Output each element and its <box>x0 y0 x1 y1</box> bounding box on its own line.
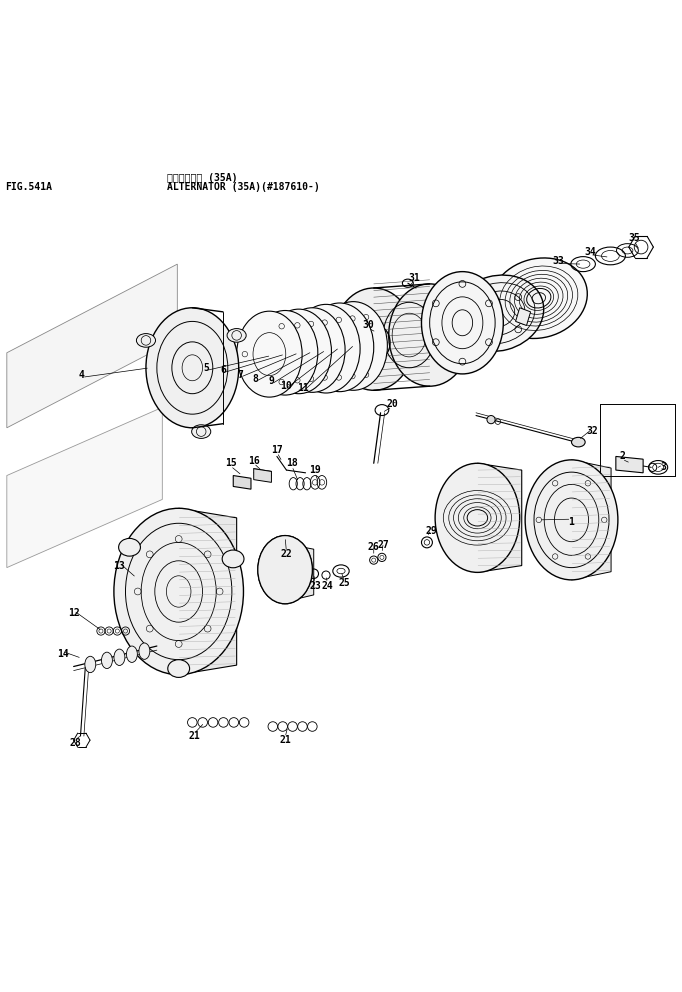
Polygon shape <box>233 475 251 489</box>
Text: 33: 33 <box>552 256 564 266</box>
Ellipse shape <box>114 508 243 675</box>
Polygon shape <box>254 469 271 482</box>
Ellipse shape <box>435 463 520 572</box>
Text: オルタネータ (35A): オルタネータ (35A) <box>167 174 237 184</box>
Text: ALTERNATOR (35A)(#187610-): ALTERNATOR (35A)(#187610-) <box>167 183 320 192</box>
Text: 27: 27 <box>377 540 389 551</box>
Ellipse shape <box>266 310 331 394</box>
Text: 25: 25 <box>338 578 351 588</box>
Ellipse shape <box>280 308 345 393</box>
Text: 3: 3 <box>660 462 666 472</box>
Text: 30: 30 <box>362 320 374 330</box>
Text: 23: 23 <box>309 581 321 591</box>
Polygon shape <box>516 308 531 325</box>
Text: 9: 9 <box>269 376 274 387</box>
Text: 7: 7 <box>237 370 243 380</box>
Ellipse shape <box>139 643 150 660</box>
Text: FIG.541A: FIG.541A <box>5 183 53 192</box>
Ellipse shape <box>333 288 415 390</box>
Text: 32: 32 <box>586 427 598 436</box>
Text: 26: 26 <box>368 543 380 553</box>
Text: 35: 35 <box>628 233 640 243</box>
Text: 16: 16 <box>248 455 260 465</box>
Polygon shape <box>572 460 611 580</box>
Text: 17: 17 <box>271 444 283 454</box>
Text: 29: 29 <box>425 527 437 537</box>
Text: 22: 22 <box>280 549 293 558</box>
Ellipse shape <box>572 437 585 447</box>
Text: 4: 4 <box>79 370 85 380</box>
Text: 14: 14 <box>57 649 69 660</box>
Ellipse shape <box>168 660 190 678</box>
Ellipse shape <box>146 308 239 428</box>
Ellipse shape <box>85 657 95 673</box>
Text: 6: 6 <box>221 365 226 375</box>
Text: 21: 21 <box>188 731 201 741</box>
Text: 28: 28 <box>69 738 81 748</box>
Text: 8: 8 <box>253 374 258 384</box>
Text: 15: 15 <box>224 458 237 468</box>
Ellipse shape <box>192 425 211 438</box>
Polygon shape <box>477 463 522 572</box>
Ellipse shape <box>490 258 587 338</box>
Text: 13: 13 <box>113 560 125 570</box>
Polygon shape <box>285 544 314 602</box>
Ellipse shape <box>319 302 387 390</box>
Text: 5: 5 <box>203 363 209 373</box>
Ellipse shape <box>525 460 618 580</box>
Ellipse shape <box>119 539 140 557</box>
Ellipse shape <box>258 536 312 604</box>
Polygon shape <box>616 456 643 473</box>
Ellipse shape <box>306 303 374 392</box>
Text: 34: 34 <box>584 247 596 257</box>
Text: 31: 31 <box>409 273 421 283</box>
Ellipse shape <box>136 333 155 347</box>
Polygon shape <box>179 508 237 675</box>
Ellipse shape <box>227 328 246 342</box>
Circle shape <box>487 416 495 424</box>
Text: 11: 11 <box>297 383 310 393</box>
Text: 19: 19 <box>309 465 321 475</box>
Text: 1: 1 <box>569 517 574 527</box>
Text: 21: 21 <box>279 735 291 745</box>
Ellipse shape <box>421 272 503 374</box>
Ellipse shape <box>114 649 125 666</box>
Ellipse shape <box>452 275 544 351</box>
Text: 20: 20 <box>386 399 398 409</box>
Ellipse shape <box>292 305 360 393</box>
Ellipse shape <box>102 652 113 669</box>
Text: 2: 2 <box>619 451 625 461</box>
Ellipse shape <box>237 311 302 397</box>
Ellipse shape <box>126 646 137 663</box>
Text: 12: 12 <box>68 608 80 618</box>
Text: 18: 18 <box>286 458 298 468</box>
Polygon shape <box>7 408 162 567</box>
Ellipse shape <box>389 284 471 386</box>
Ellipse shape <box>222 550 244 567</box>
Text: 24: 24 <box>321 581 333 591</box>
Polygon shape <box>7 264 177 428</box>
Text: 10: 10 <box>280 381 293 391</box>
Ellipse shape <box>252 310 318 395</box>
